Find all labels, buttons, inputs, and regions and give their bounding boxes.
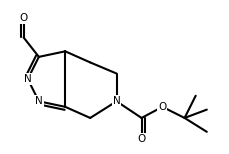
- Text: N: N: [35, 96, 43, 106]
- Text: O: O: [158, 102, 166, 112]
- Text: N: N: [113, 96, 120, 106]
- Text: O: O: [137, 134, 146, 144]
- Text: N: N: [24, 74, 32, 84]
- Text: O: O: [19, 13, 28, 23]
